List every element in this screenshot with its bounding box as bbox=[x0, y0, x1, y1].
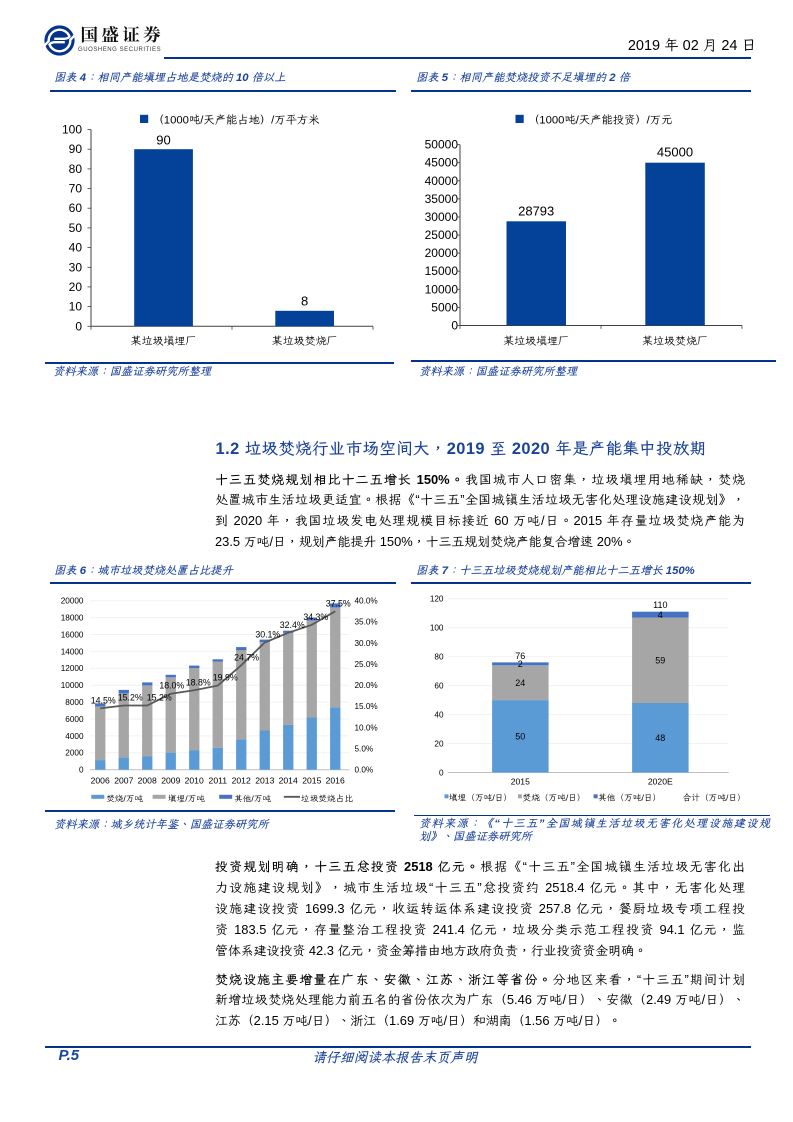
svg-text:焚烧（万吨/日）: 焚烧（万吨/日） bbox=[522, 792, 585, 802]
svg-text:填埋/万吨: 填埋/万吨 bbox=[168, 793, 205, 803]
svg-text:0.0%: 0.0% bbox=[355, 766, 374, 775]
svg-text:5.0%: 5.0% bbox=[355, 745, 374, 754]
svg-text:45000: 45000 bbox=[657, 145, 693, 160]
svg-text:0: 0 bbox=[79, 766, 84, 775]
svg-text:12000: 12000 bbox=[61, 664, 84, 673]
svg-text:2007: 2007 bbox=[114, 775, 133, 785]
svg-text:焚烧/万吨: 焚烧/万吨 bbox=[106, 793, 143, 803]
svg-text:20000: 20000 bbox=[61, 597, 84, 606]
svg-text:2: 2 bbox=[518, 659, 523, 669]
svg-text:59: 59 bbox=[655, 656, 665, 666]
svg-text:6000: 6000 bbox=[65, 715, 84, 724]
svg-text:20000: 20000 bbox=[425, 246, 459, 260]
svg-text:2011: 2011 bbox=[209, 775, 228, 785]
svg-text:18000: 18000 bbox=[61, 614, 84, 623]
svg-text:15.2%: 15.2% bbox=[118, 693, 143, 703]
svg-text:10: 10 bbox=[69, 300, 83, 314]
svg-text:90: 90 bbox=[69, 142, 83, 156]
svg-text:垃圾焚烧占比: 垃圾焚烧占比 bbox=[300, 793, 353, 803]
svg-text:2008: 2008 bbox=[138, 775, 157, 785]
svg-text:40000: 40000 bbox=[425, 174, 459, 188]
svg-text:100: 100 bbox=[430, 624, 444, 633]
svg-text:2020E: 2020E bbox=[648, 776, 673, 786]
svg-text:4000: 4000 bbox=[65, 732, 84, 741]
svg-text:2013: 2013 bbox=[255, 775, 274, 785]
svg-text:35000: 35000 bbox=[425, 192, 459, 206]
svg-text:16000: 16000 bbox=[61, 630, 84, 639]
svg-text:0: 0 bbox=[439, 768, 444, 777]
svg-text:48: 48 bbox=[655, 733, 665, 743]
svg-text:15.2%: 15.2% bbox=[147, 693, 172, 703]
svg-text:其他（万吨/日）: 其他（万吨/日） bbox=[598, 792, 661, 802]
svg-text:10000: 10000 bbox=[61, 681, 84, 690]
svg-text:2009: 2009 bbox=[161, 775, 180, 785]
svg-text:70: 70 bbox=[69, 182, 83, 196]
svg-text:15.0%: 15.0% bbox=[355, 702, 378, 711]
svg-text:50000: 50000 bbox=[425, 138, 459, 152]
svg-text:15000: 15000 bbox=[425, 264, 459, 278]
svg-text:某垃圾焚烧厂: 某垃圾焚烧厂 bbox=[272, 335, 338, 348]
svg-text:（1000吨/天产能占地）/万平方米: （1000吨/天产能占地）/万平方米 bbox=[153, 114, 321, 127]
svg-text:34.3%: 34.3% bbox=[303, 612, 328, 622]
svg-text:80: 80 bbox=[434, 653, 444, 662]
svg-text:18.0%: 18.0% bbox=[159, 681, 184, 691]
svg-text:60: 60 bbox=[434, 682, 444, 691]
svg-text:24: 24 bbox=[515, 678, 525, 688]
svg-text:90: 90 bbox=[156, 133, 170, 148]
svg-text:40: 40 bbox=[434, 711, 444, 720]
svg-text:40.0%: 40.0% bbox=[355, 597, 378, 606]
svg-text:2014: 2014 bbox=[279, 775, 298, 785]
svg-text:2012: 2012 bbox=[232, 775, 251, 785]
svg-text:10000: 10000 bbox=[425, 282, 459, 296]
svg-text:60: 60 bbox=[69, 201, 83, 215]
svg-text:2015: 2015 bbox=[302, 775, 321, 785]
svg-text:45000: 45000 bbox=[425, 156, 459, 170]
svg-text:35.0%: 35.0% bbox=[355, 618, 378, 627]
svg-text:110: 110 bbox=[653, 600, 667, 610]
svg-text:20: 20 bbox=[434, 739, 444, 748]
svg-text:5000: 5000 bbox=[431, 300, 458, 314]
svg-text:2016: 2016 bbox=[326, 775, 345, 785]
svg-text:14.5%: 14.5% bbox=[91, 695, 116, 705]
svg-text:30: 30 bbox=[69, 260, 83, 274]
svg-text:18.8%: 18.8% bbox=[186, 677, 211, 687]
svg-text:40: 40 bbox=[69, 241, 83, 255]
svg-text:25000: 25000 bbox=[425, 228, 459, 242]
svg-text:填埋（万吨/日）: 填埋（万吨/日） bbox=[449, 792, 512, 802]
svg-text:25.0%: 25.0% bbox=[355, 660, 378, 669]
svg-text:50: 50 bbox=[69, 221, 83, 235]
svg-text:80: 80 bbox=[69, 162, 83, 176]
svg-text:24.7%: 24.7% bbox=[234, 652, 259, 662]
svg-text:4: 4 bbox=[658, 610, 663, 620]
svg-text:20.0%: 20.0% bbox=[355, 681, 378, 690]
svg-text:合计（万吨/日）: 合计（万吨/日） bbox=[683, 792, 746, 802]
svg-text:19.9%: 19.9% bbox=[213, 673, 238, 683]
svg-text:某垃圾填埋厂: 某垃圾填埋厂 bbox=[131, 336, 197, 348]
svg-text:20: 20 bbox=[69, 280, 83, 294]
svg-text:28793: 28793 bbox=[518, 203, 554, 218]
svg-text:14000: 14000 bbox=[61, 647, 84, 656]
svg-text:30.0%: 30.0% bbox=[355, 639, 378, 648]
svg-text:37.5%: 37.5% bbox=[326, 598, 351, 608]
svg-text:2010: 2010 bbox=[185, 775, 204, 785]
svg-text:2015: 2015 bbox=[511, 776, 530, 786]
svg-text:76: 76 bbox=[515, 651, 525, 661]
svg-text:其他/万吨: 其他/万吨 bbox=[234, 793, 271, 803]
svg-text:某垃圾焚烧厂: 某垃圾焚烧厂 bbox=[642, 335, 708, 348]
svg-text:120: 120 bbox=[430, 595, 444, 604]
svg-text:30.1%: 30.1% bbox=[255, 630, 280, 640]
svg-text:8: 8 bbox=[301, 294, 308, 309]
svg-text:某垃圾填埋厂: 某垃圾填埋厂 bbox=[503, 336, 569, 348]
svg-text:30000: 30000 bbox=[425, 210, 459, 224]
svg-text:32.4%: 32.4% bbox=[280, 620, 305, 630]
svg-text:0: 0 bbox=[451, 319, 458, 333]
svg-text:（1000吨/天产能投资）/万元: （1000吨/天产能投资）/万元 bbox=[528, 115, 672, 127]
svg-text:0: 0 bbox=[75, 319, 82, 333]
svg-text:2006: 2006 bbox=[91, 775, 110, 785]
svg-text:8000: 8000 bbox=[65, 698, 84, 707]
svg-text:2000: 2000 bbox=[65, 749, 84, 758]
svg-text:100: 100 bbox=[62, 123, 82, 137]
svg-text:50: 50 bbox=[515, 732, 525, 742]
svg-text:10.0%: 10.0% bbox=[355, 723, 378, 732]
